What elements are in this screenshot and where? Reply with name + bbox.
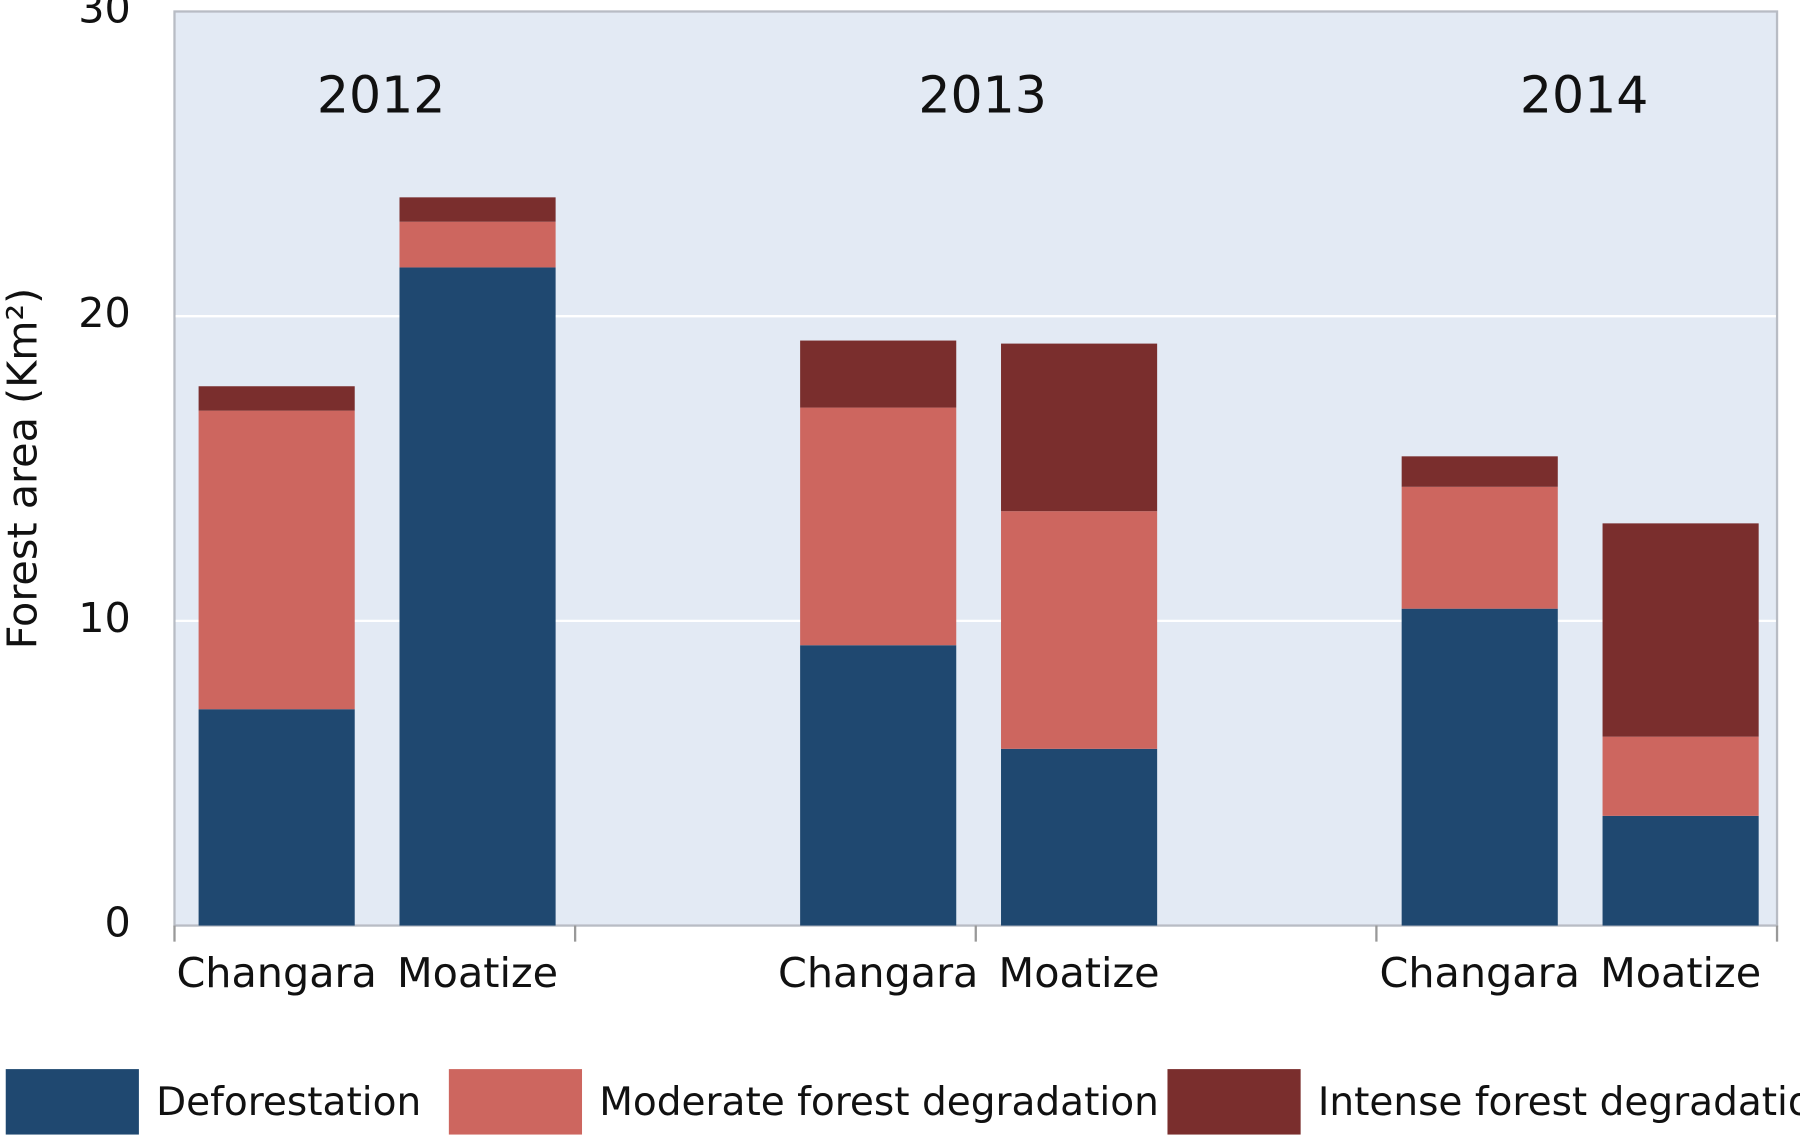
bar-segment [1401, 456, 1558, 487]
bar-segment [1001, 343, 1158, 512]
bar-segment [1602, 815, 1759, 926]
y-tick-label: 0 [105, 899, 131, 947]
y-tick-label: 30 [78, 0, 131, 32]
bar-segment [800, 407, 957, 646]
bar-segment [1602, 736, 1759, 816]
x-tick-label: Changara [1380, 949, 1580, 997]
bar-segment [399, 197, 556, 222]
bar-segment [399, 221, 556, 268]
group-label: 2014 [1520, 65, 1649, 124]
legend-label: Moderate forest degradation [599, 1080, 1159, 1125]
y-tick-label: 20 [78, 289, 131, 337]
bar-segment [800, 645, 957, 926]
legend-swatch [1167, 1069, 1301, 1135]
legend-label: Deforestation [156, 1080, 421, 1125]
group-label: 2013 [918, 65, 1047, 124]
bar-segment [1001, 748, 1158, 926]
legend-swatch [5, 1069, 139, 1135]
x-tick-label: Moatize [999, 949, 1160, 997]
bar-segment [1401, 486, 1558, 609]
group-label: 2012 [317, 65, 446, 124]
bar-segment [198, 709, 355, 926]
y-axis-label: Forest area (Km²) [0, 288, 46, 650]
bar-segment [399, 267, 556, 926]
x-tick-label: Moatize [397, 949, 558, 997]
x-tick-label: Moatize [1600, 949, 1761, 997]
bar-segment [1001, 511, 1158, 749]
bar-segment [1401, 608, 1558, 926]
bar-segment [198, 410, 355, 710]
bar-segment [1602, 523, 1759, 737]
x-tick-label: Changara [778, 949, 978, 997]
legend-label: Intense forest degradation [1318, 1080, 1800, 1125]
bar-segment [198, 386, 355, 411]
y-tick-label: 10 [78, 594, 131, 642]
bar-segment [800, 340, 957, 408]
legend-swatch [448, 1069, 583, 1135]
x-tick-label: Changara [176, 949, 376, 997]
